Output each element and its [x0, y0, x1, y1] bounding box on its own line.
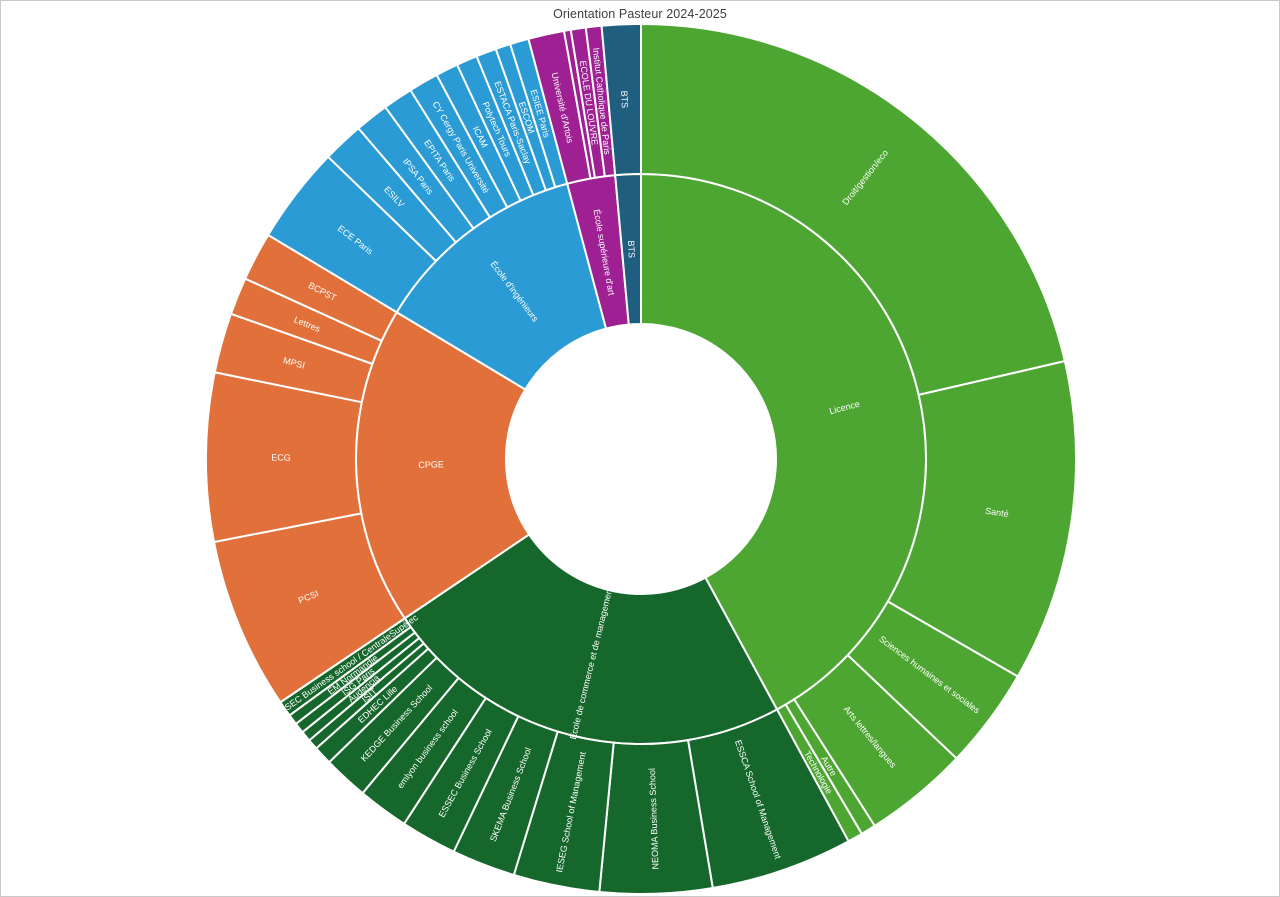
subsegment-bts[interactable]	[600, 23, 642, 177]
chart-title: Orientation Pasteur 2024-2025	[553, 7, 727, 21]
subsegment-droit-gestion-eco[interactable]	[640, 23, 1066, 396]
